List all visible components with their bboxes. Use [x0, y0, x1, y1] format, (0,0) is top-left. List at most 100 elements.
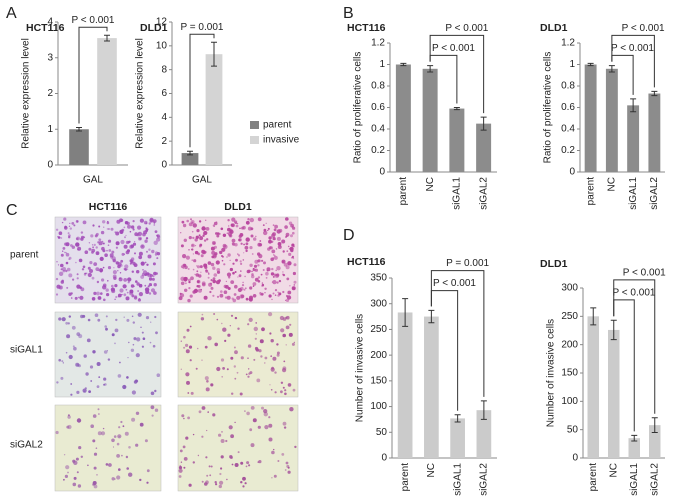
stained-cell — [63, 478, 65, 481]
stained-cell — [107, 358, 111, 361]
bar — [627, 105, 640, 172]
stained-cell — [263, 412, 268, 417]
error-bar — [104, 34, 110, 42]
stained-cell — [187, 278, 191, 282]
stained-cell — [228, 276, 231, 279]
stained-cell — [145, 237, 149, 240]
stained-cell — [191, 243, 195, 248]
stained-cell — [113, 267, 115, 269]
stained-cell — [282, 290, 285, 294]
stained-cell — [215, 280, 221, 285]
error-bar — [480, 400, 487, 420]
stained-cell — [265, 222, 267, 224]
y-tick-label: 0 — [572, 453, 578, 464]
stained-cell — [123, 293, 127, 297]
x-tick-label: NC — [426, 463, 437, 477]
stained-cell — [227, 219, 230, 222]
stained-cell — [220, 467, 223, 470]
stained-cell — [134, 252, 136, 255]
stained-cell — [229, 456, 233, 459]
stained-cell — [221, 376, 223, 378]
stained-cell — [64, 251, 66, 254]
stained-cell — [257, 259, 260, 263]
stained-cell — [76, 418, 82, 423]
stained-cell — [94, 234, 98, 238]
stained-cell — [184, 288, 188, 292]
stained-cell — [264, 287, 267, 290]
stained-cell — [284, 225, 288, 229]
stained-cell — [246, 411, 250, 416]
stained-cell — [137, 236, 142, 241]
y-axis-label: Ratio of proliferative cells — [353, 52, 364, 164]
stained-cell — [179, 293, 185, 298]
stained-cell — [97, 241, 100, 244]
stained-cell — [271, 298, 273, 301]
stained-cell — [198, 234, 201, 237]
stained-cell — [257, 264, 260, 267]
y-tick-label: 0.8 — [561, 81, 575, 92]
stained-cell — [292, 287, 295, 290]
stained-cell — [68, 256, 72, 260]
stained-cell — [75, 242, 80, 247]
stained-cell — [119, 272, 122, 274]
significance-bracket — [613, 279, 656, 414]
stained-cell — [137, 312, 142, 317]
stained-cell — [200, 317, 205, 321]
stained-cell — [97, 296, 102, 300]
error-bar — [428, 309, 435, 324]
stained-cell — [183, 466, 186, 469]
stained-cell — [131, 417, 136, 422]
stained-cell — [92, 246, 94, 249]
stained-cell — [128, 446, 131, 449]
stained-cell — [146, 263, 149, 266]
stained-cell — [112, 446, 115, 448]
stained-cell — [106, 249, 108, 252]
stained-cell — [142, 232, 146, 237]
stained-cell — [240, 270, 242, 272]
error-bar — [651, 417, 658, 433]
stained-cell — [192, 223, 197, 228]
stained-cell — [95, 251, 100, 256]
annotation: P < 0.001 — [72, 15, 115, 26]
stained-cell — [239, 227, 241, 230]
stained-cell — [102, 266, 105, 269]
stained-cell — [265, 271, 269, 276]
stained-cell — [105, 288, 109, 292]
stained-cell — [91, 248, 96, 253]
legend-swatch — [250, 121, 259, 129]
stained-cell — [234, 271, 237, 273]
stained-cell — [58, 285, 63, 290]
stained-cell — [132, 242, 137, 246]
stained-cell — [192, 268, 195, 271]
stained-cell — [201, 435, 204, 438]
stained-cell — [63, 217, 67, 221]
stained-cell — [58, 358, 61, 362]
stained-cell — [187, 416, 191, 420]
stained-cell — [271, 477, 273, 479]
stained-cell — [240, 356, 244, 360]
stained-cell — [152, 262, 156, 266]
stained-cell — [212, 277, 216, 280]
stained-cell — [186, 219, 189, 223]
stained-cell — [127, 281, 130, 284]
stained-cell — [130, 244, 134, 248]
stained-cell — [137, 225, 142, 230]
stained-cell — [118, 436, 120, 438]
stained-cell — [270, 272, 275, 276]
stained-cell — [200, 288, 202, 291]
stained-cell — [55, 277, 59, 281]
stained-cell — [180, 244, 184, 248]
x-tick-label: parent — [588, 463, 599, 492]
stained-cell — [267, 247, 271, 251]
stained-cell — [271, 450, 275, 455]
stained-cell — [223, 284, 227, 289]
stained-cell — [121, 454, 123, 457]
stained-cell — [138, 251, 143, 256]
stained-cell — [113, 435, 117, 438]
stained-cell — [65, 261, 69, 265]
stained-cell — [183, 457, 188, 461]
stained-cell — [92, 481, 97, 485]
stained-cell — [93, 291, 97, 295]
stained-cell — [135, 411, 140, 415]
stained-cell — [80, 237, 84, 241]
